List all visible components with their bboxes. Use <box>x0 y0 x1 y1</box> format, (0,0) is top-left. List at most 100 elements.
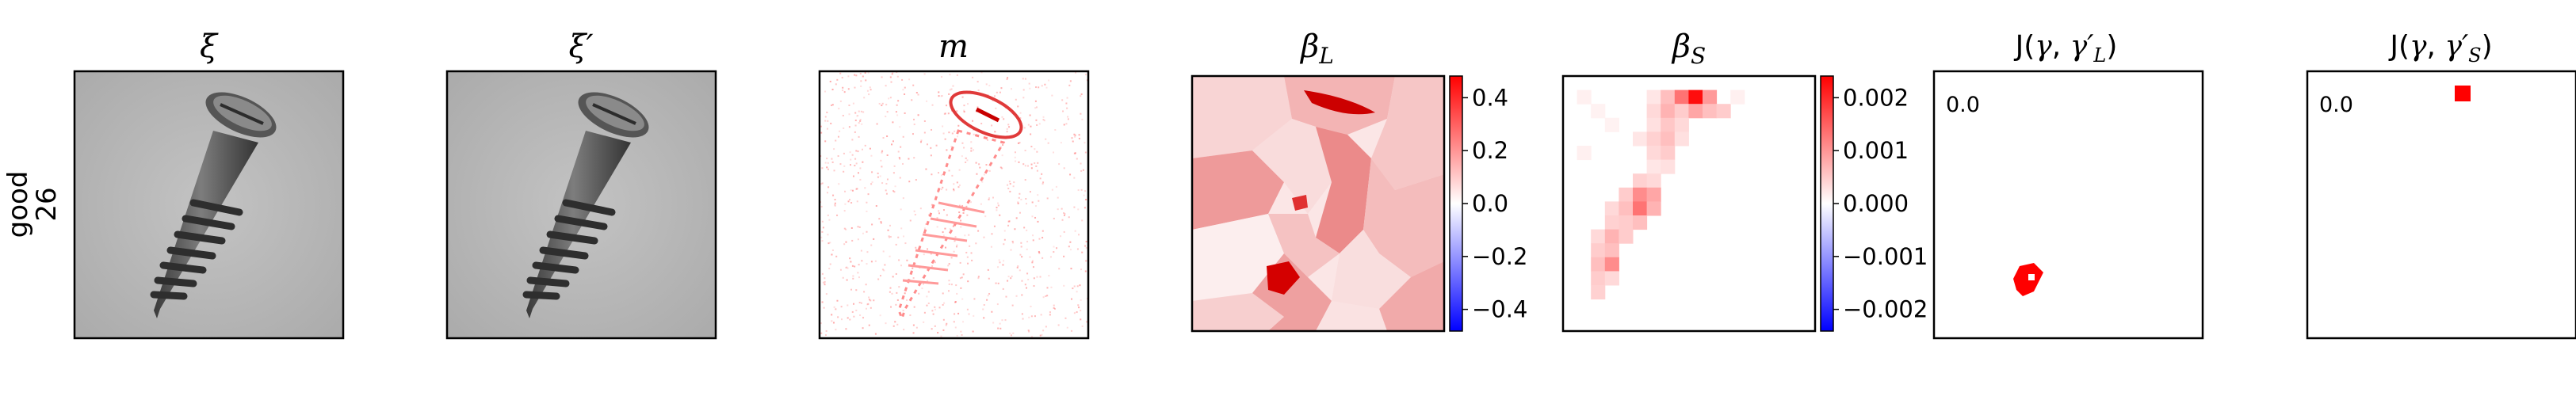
noise-speckle <box>835 203 836 204</box>
noise-speckle <box>839 163 841 165</box>
noise-speckle <box>894 166 896 167</box>
noise-speckle <box>1076 311 1078 313</box>
noise-speckle <box>960 262 961 264</box>
noise-speckle <box>1043 296 1045 298</box>
noise-speckle <box>865 79 866 81</box>
noise-speckle <box>1028 124 1030 126</box>
noise-speckle <box>1045 326 1047 327</box>
noise-speckle <box>1041 314 1042 315</box>
noise-speckle <box>842 77 843 78</box>
noise-speckle <box>833 322 835 323</box>
noise-speckle <box>1078 307 1080 308</box>
noise-speckle <box>864 187 866 188</box>
noise-speckle <box>854 265 855 267</box>
noise-speckle <box>1017 105 1019 107</box>
noise-speckle <box>861 303 862 304</box>
noise-speckle <box>997 328 999 329</box>
noise-speckle <box>1034 315 1036 317</box>
noise-speckle <box>885 116 886 117</box>
noise-speckle <box>1036 151 1038 153</box>
noise-speckle <box>970 150 972 152</box>
noise-speckle <box>1071 137 1072 139</box>
noise-speckle <box>838 108 839 109</box>
noise-speckle <box>1030 191 1031 192</box>
noise-speckle <box>1030 126 1031 128</box>
noise-speckle <box>1002 154 1003 156</box>
noise-speckle <box>847 317 849 318</box>
noise-speckle <box>885 189 887 191</box>
row-label-index: 26 <box>31 187 63 221</box>
heatmap-cell <box>1675 131 1689 146</box>
noise-speckle <box>900 227 902 229</box>
heatmap-cell <box>1647 201 1661 215</box>
noise-speckle <box>908 181 910 182</box>
noise-speckle <box>886 193 888 195</box>
noise-speckle <box>952 132 954 134</box>
noise-speckle <box>986 83 988 85</box>
noise-speckle <box>843 128 844 129</box>
noise-speckle <box>913 277 915 279</box>
noise-speckle <box>946 325 947 326</box>
noise-speckle <box>978 276 980 277</box>
heatmap-cell <box>1591 230 1605 244</box>
noise-speckle <box>844 91 846 93</box>
heatmap-cell <box>1591 104 1605 118</box>
noise-speckle <box>948 290 950 291</box>
noise-speckle <box>918 293 919 295</box>
noise-speckle <box>1010 277 1011 279</box>
noise-speckle <box>1038 86 1039 88</box>
noise-speckle <box>861 250 862 252</box>
noise-speckle <box>1037 221 1038 223</box>
noise-speckle <box>821 167 823 169</box>
noise-speckle <box>852 265 854 267</box>
noise-speckle <box>826 293 827 295</box>
noise-speckle <box>822 301 824 303</box>
noise-speckle <box>916 92 918 93</box>
noise-speckle <box>1045 87 1047 89</box>
noise-speckle <box>893 172 895 173</box>
noise-speckle <box>825 334 827 336</box>
noise-speckle <box>883 137 885 139</box>
noise-speckle <box>1042 183 1044 185</box>
noise-speckle <box>1038 238 1040 240</box>
noise-speckle <box>1075 230 1076 232</box>
noise-speckle <box>837 316 839 318</box>
noise-speckle <box>900 147 901 148</box>
noise-speckle <box>960 331 961 333</box>
noise-speckle <box>1044 84 1045 86</box>
noise-speckle <box>932 105 934 106</box>
noise-speckle <box>824 307 825 309</box>
noise-speckle <box>856 162 858 164</box>
noise-speckle <box>901 79 903 81</box>
noise-speckle <box>991 246 992 248</box>
noise-speckle <box>1032 215 1034 217</box>
noise-speckle <box>891 82 892 83</box>
heatmap-cell <box>1675 90 1689 105</box>
noise-speckle <box>1072 287 1073 289</box>
noise-speckle <box>849 257 850 259</box>
noise-speckle <box>840 269 842 271</box>
noise-speckle <box>1053 151 1054 153</box>
noise-speckle <box>988 197 990 199</box>
noise-speckle <box>1036 124 1038 126</box>
noise-speckle <box>1081 119 1083 120</box>
noise-speckle <box>1008 276 1010 277</box>
noise-speckle <box>938 172 939 173</box>
noise-speckle <box>1003 288 1004 290</box>
noise-speckle <box>904 112 906 114</box>
noise-speckle <box>898 259 900 261</box>
noise-speckle <box>896 324 898 326</box>
panel-xi-prime: ξ′ <box>447 29 716 338</box>
noise-speckle <box>1034 107 1036 109</box>
noise-speckle <box>868 296 869 298</box>
noise-speckle <box>1032 261 1034 262</box>
noise-speckle <box>963 105 965 106</box>
noise-speckle <box>903 310 904 311</box>
noise-speckle <box>957 335 958 337</box>
noise-speckle <box>835 256 837 257</box>
noise-speckle <box>882 268 884 270</box>
noise-speckle <box>1081 219 1083 221</box>
noise-speckle <box>827 128 828 130</box>
noise-speckle <box>1034 217 1036 219</box>
noise-speckle <box>862 149 863 150</box>
